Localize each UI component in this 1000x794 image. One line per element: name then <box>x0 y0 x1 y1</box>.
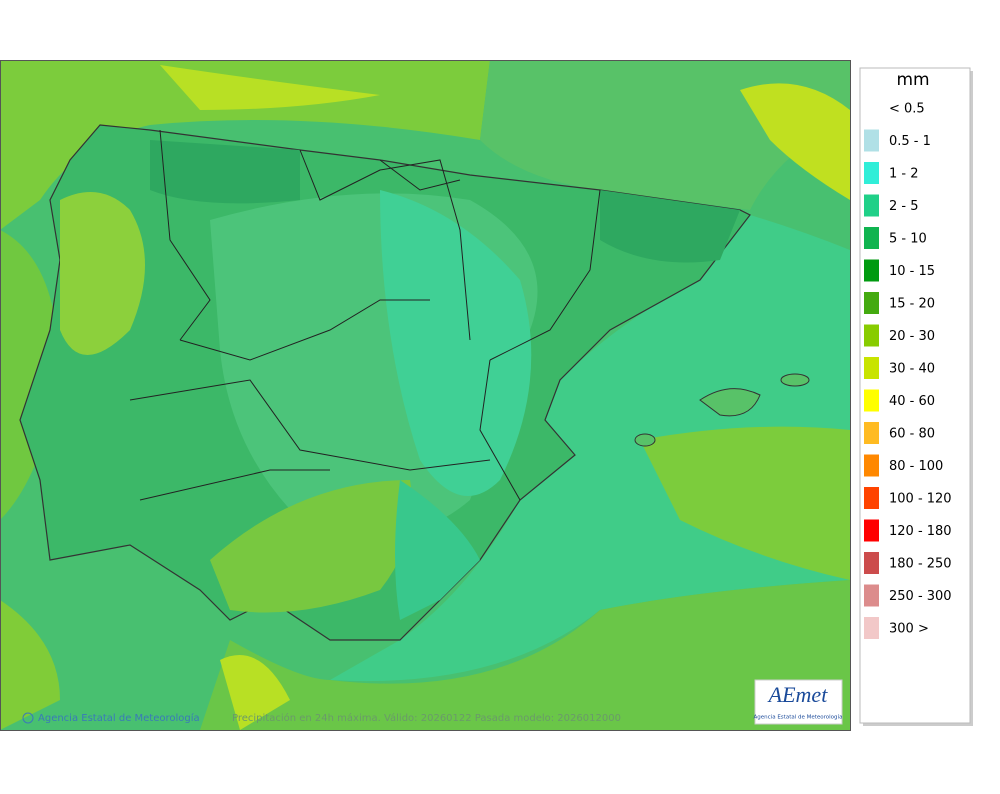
legend-label: 0.5 - 1 <box>889 134 931 149</box>
legend-swatch <box>864 389 879 412</box>
legend-swatch <box>864 194 879 217</box>
legend-swatch <box>864 357 879 379</box>
legend-label: 80 - 100 <box>889 459 943 474</box>
legend-swatch <box>864 162 879 184</box>
logo-subtitle: Agencia Estatal de Meteorología <box>754 714 843 721</box>
legend-label: 5 - 10 <box>889 232 927 247</box>
legend-swatch <box>864 552 879 574</box>
legend-label: 15 - 20 <box>889 297 935 312</box>
legend-items: < 0.5 0.5 - 1 1 - 2 2 - 5 5 - 10 10 - 15 15 - … <box>864 97 952 639</box>
logo-text: AEmet <box>767 682 829 707</box>
legend-label: 100 - 120 <box>889 492 952 507</box>
legend-swatch <box>864 259 879 282</box>
caption: Precipitación en 24h máxima. Válido: 202… <box>232 712 621 724</box>
legend-swatch <box>864 227 879 249</box>
legend-swatch <box>864 487 879 509</box>
legend-swatch <box>864 519 879 542</box>
legend-label: 40 - 60 <box>889 394 935 409</box>
legend-label: 20 - 30 <box>889 329 935 344</box>
legend-label: 30 - 40 <box>889 362 935 377</box>
legend-label: 10 - 15 <box>889 264 935 279</box>
legend-swatch <box>864 617 879 639</box>
legend-swatch <box>864 454 879 477</box>
legend-swatch <box>864 292 879 314</box>
legend-label: 300 > <box>889 622 929 637</box>
legend-label: 250 - 300 <box>889 589 952 604</box>
region-borders <box>129 129 601 501</box>
credit: Agencia Estatal de Meteorología <box>38 712 200 724</box>
logo-box <box>754 679 843 725</box>
legend-swatch <box>864 97 879 119</box>
legend-swatch <box>864 422 879 444</box>
copyright-icon <box>22 712 34 724</box>
map: Agencia Estatal de Meteorología Precipit… <box>0 60 850 730</box>
legend-label: < 0.5 <box>889 102 925 117</box>
map-frame <box>0 60 851 731</box>
legend-swatch <box>864 129 879 152</box>
legend-label: 120 - 180 <box>889 524 952 539</box>
legend-unit: mm <box>896 70 929 90</box>
legend-label: 180 - 250 <box>889 557 952 572</box>
legend-label: 2 - 5 <box>889 199 919 214</box>
legend-label: 60 - 80 <box>889 427 935 442</box>
legend-swatch <box>864 324 879 347</box>
legend-swatch <box>864 584 879 607</box>
legend-label: 1 - 2 <box>889 167 919 182</box>
